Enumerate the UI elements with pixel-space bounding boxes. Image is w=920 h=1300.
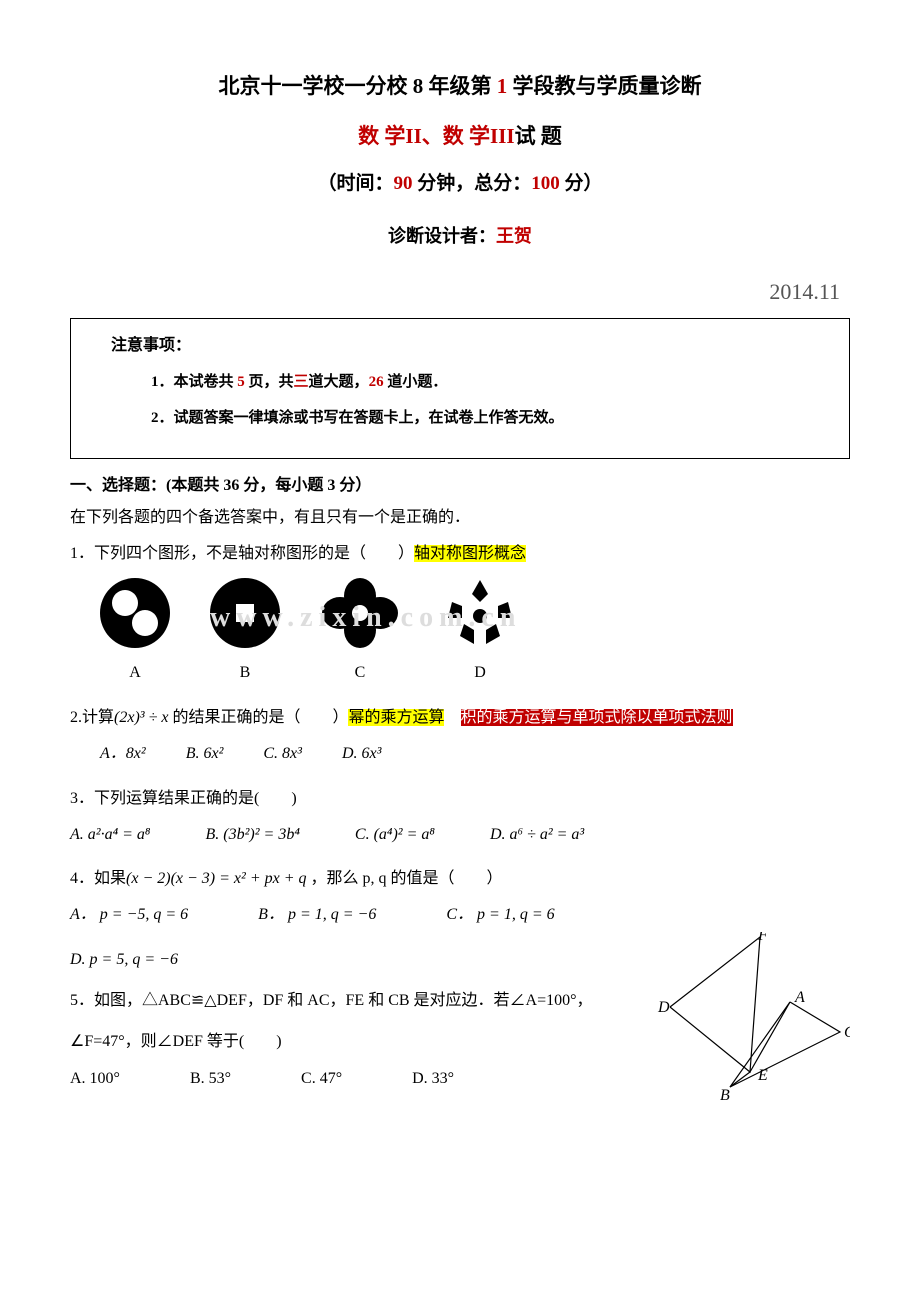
q1-options: A B C	[100, 578, 850, 686]
svg-text:A: A	[794, 989, 805, 1006]
roman-b: III	[490, 124, 515, 148]
q2-opt-b: B. 6x²	[186, 741, 224, 767]
question-5-line1: 5．如图，△ABC≌△DEF，DF 和 AC，FE 和 CB 是对应边．若∠A=…	[70, 983, 650, 1018]
q2-opt-d: D. 6x³	[342, 741, 381, 767]
school-title: 北京十一学校一分校 8 年级第	[219, 74, 492, 98]
coin-icon	[210, 578, 280, 648]
q1-opt-a: A	[100, 578, 170, 686]
question-2: 2.计算(2x)³ ÷ x 的结果正确的是（ ）幂的乘方运算 积的乘方运算与单项…	[70, 700, 850, 735]
notice-item-2: 2．试题答案一律填涂或书写在答题卡上，在试卷上作答无效。	[151, 406, 829, 430]
time-minutes: 90	[393, 173, 412, 194]
q5-opt-c: C. 47°	[301, 1066, 342, 1092]
question-1: 1．下列四个图形，不是轴对称图形的是（ ）轴对称图形概念	[70, 536, 850, 571]
time-mid: 分钟，总分：	[412, 173, 531, 194]
total-score: 100	[531, 173, 560, 194]
q2-tag2: 积的乘方运算与单项式除以单项式法则	[461, 709, 733, 726]
q4-opt-b: B． p = 1, q = −6	[258, 902, 376, 928]
roman-a: II	[405, 124, 421, 148]
question-3: 3．下列运算结果正确的是( )	[70, 781, 850, 816]
time-prefix: （时间：	[317, 173, 393, 194]
svg-text:B: B	[720, 1087, 730, 1102]
q1-opt-b: B	[210, 578, 280, 686]
question-4: 4．如果(x − 2)(x − 3) = x² + px + q ，那么 p, …	[70, 861, 850, 896]
subtitle-suffix: 试 题	[515, 124, 562, 148]
q1-opt-d: D	[440, 578, 520, 686]
svg-text:C: C	[844, 1024, 850, 1041]
notice-item-1: 1．本试卷共 5 页，共三道大题，26 道小题．	[151, 370, 829, 394]
triangle-diagram: F D A C E B	[650, 932, 850, 1102]
section-1-header: 一、选择题：(本题共 36 分，每小题 3 分）	[70, 473, 850, 499]
svg-text:E: E	[757, 1067, 768, 1084]
q2-opt-a: A．8x²	[100, 741, 146, 767]
svg-text:D: D	[657, 999, 670, 1016]
q5-opt-d: D. 33°	[412, 1066, 454, 1092]
q2-tag1: 幂的乘方运算	[348, 709, 444, 726]
sep: 、	[422, 124, 443, 148]
q3-options: A. a²·a⁴ = a⁸ B. (3b²)² = 3b⁴ C. (a⁴)² =…	[70, 822, 850, 848]
question-5-block: D. p = 5, q = −6 5．如图，△ABC≌△DEF，DF 和 AC，…	[70, 942, 850, 1091]
section-1-desc: 在下列各题的四个备选答案中，有且只有一个是正确的．	[70, 505, 850, 531]
q3-opt-c: C. (a⁴)² = a⁸	[355, 822, 435, 848]
question-5-line2: ∠F=47°，则∠DEF 等于( )	[70, 1024, 650, 1059]
author-label: 诊断设计者：	[388, 226, 496, 246]
clover-icon	[320, 578, 400, 648]
pentagon-flower-icon	[440, 578, 520, 648]
q4-opt-a: A． p = −5, q = 6	[70, 902, 188, 928]
doc-date: 2014.11	[70, 274, 850, 309]
q4-options-row1: A． p = −5, q = 6 B． p = 1, q = −6 C． p =…	[70, 902, 850, 928]
notice-box: 注意事项： 1．本试卷共 5 页，共三道大题，26 道小题． 2．试题答案一律填…	[70, 318, 850, 460]
q2-options: A．8x² B. 6x² C. 8x³ D. 6x³	[100, 741, 850, 767]
q1-opt-c: C	[320, 578, 400, 686]
swirl-icon	[100, 578, 170, 648]
title-rest: 学段教与学质量诊断	[513, 74, 702, 98]
time-suffix: 分）	[560, 173, 603, 194]
q5-opt-b: B. 53°	[190, 1066, 231, 1092]
svg-text:F: F	[757, 932, 768, 944]
notice-title: 注意事项：	[111, 333, 829, 359]
q5-opt-a: A. 100°	[70, 1066, 120, 1092]
subject-a: 数 学	[358, 124, 405, 148]
q3-opt-b: B. (3b²)² = 3b⁴	[206, 822, 300, 848]
q3-opt-a: A. a²·a⁴ = a⁸	[70, 822, 151, 848]
q2-opt-c: C. 8x³	[263, 741, 302, 767]
subject-b: 数 学	[443, 124, 490, 148]
author-name: 王贺	[496, 226, 532, 246]
stage-num: 1	[492, 74, 513, 98]
q3-opt-d: D. a⁶ ÷ a² = a³	[490, 822, 584, 848]
q1-tag: 轴对称图形概念	[414, 545, 526, 562]
q4-opt-c: C． p = 1, q = 6	[446, 902, 554, 928]
